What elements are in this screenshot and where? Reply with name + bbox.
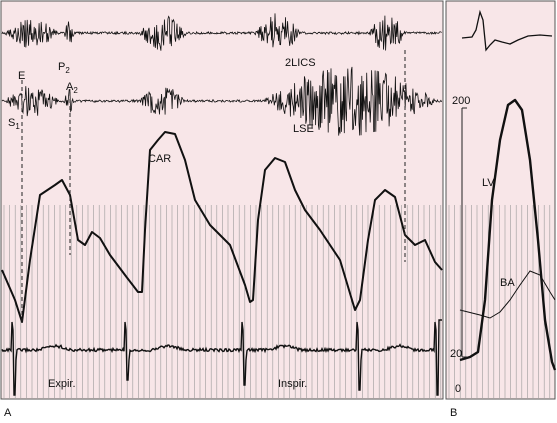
label-sub: 1	[15, 122, 20, 131]
marker-label: A2	[66, 81, 78, 95]
panel-label: B	[450, 407, 457, 419]
ecg-trace	[1, 319, 442, 396]
label-main: P	[58, 61, 65, 73]
scale-label: 200	[452, 95, 470, 107]
label-sub: 2	[65, 66, 70, 75]
panel-a	[0, 0, 444, 400]
label-sub: 2	[73, 86, 78, 95]
ba-trace	[459, 270, 556, 319]
time-grid	[3, 205, 551, 398]
phase-label: Expir.	[48, 378, 76, 390]
scale-label: 0	[455, 383, 461, 395]
label-main: A	[66, 81, 74, 93]
trace-label: CAR	[148, 153, 171, 165]
phono-trace	[1, 13, 442, 51]
panel-label: A	[4, 407, 12, 419]
marker-label: S1	[8, 117, 20, 131]
scale-label: 20	[450, 348, 462, 360]
trace-label: BA	[500, 277, 515, 289]
panel-b	[445, 0, 556, 400]
ecg-trace	[461, 9, 553, 52]
trace-label: 2LICS	[285, 57, 316, 69]
marker-label: E	[18, 70, 25, 82]
label-main: S	[8, 117, 15, 129]
phase-label: Inspir.	[278, 378, 307, 390]
carotid-trace	[1, 131, 443, 323]
trace-label: LSE	[293, 123, 314, 135]
lv-trace	[459, 98, 557, 371]
marker-label: P2	[58, 61, 70, 75]
trace-label: LV	[482, 177, 495, 189]
traces	[1, 9, 557, 396]
phono-trace	[1, 66, 442, 136]
